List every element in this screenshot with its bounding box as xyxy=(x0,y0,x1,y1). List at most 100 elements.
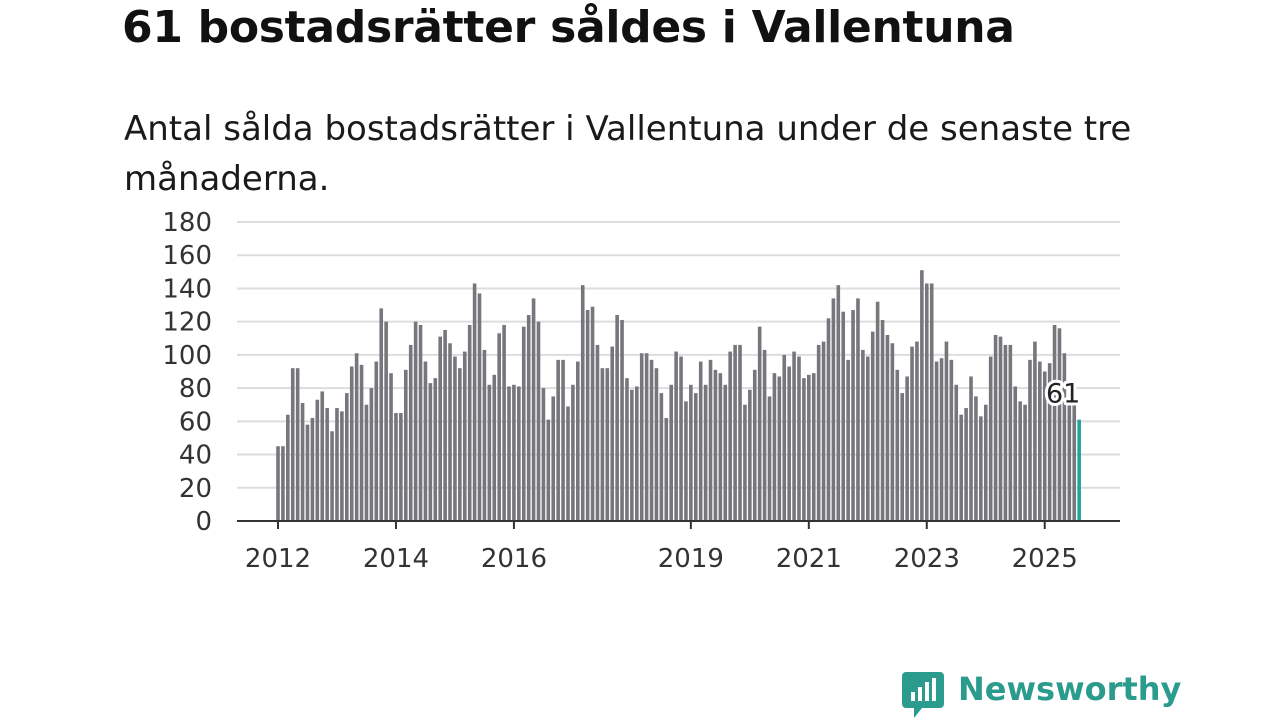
bar xyxy=(998,336,1003,521)
bar xyxy=(1067,404,1072,521)
bar xyxy=(295,368,300,521)
bar xyxy=(546,419,551,521)
bar xyxy=(615,315,619,521)
bar xyxy=(482,349,487,521)
bar xyxy=(743,404,747,521)
bar xyxy=(644,353,649,521)
bar xyxy=(443,329,447,521)
bar xyxy=(748,389,752,521)
bar xyxy=(487,384,492,521)
bar xyxy=(512,384,516,521)
bar xyxy=(792,351,796,521)
bar xyxy=(772,373,777,521)
bar xyxy=(654,368,659,521)
bar xyxy=(964,408,968,521)
bar xyxy=(915,341,919,521)
bar xyxy=(669,384,673,521)
bar xyxy=(782,354,787,521)
bar xyxy=(728,351,732,521)
bar xyxy=(1023,404,1027,521)
bar xyxy=(1033,341,1037,521)
bar xyxy=(359,364,364,521)
bar xyxy=(974,396,978,521)
bar xyxy=(521,326,526,521)
bar xyxy=(610,346,615,521)
bar xyxy=(433,378,438,521)
chart-subtitle: Antal sålda bostadsrätter i Vallentuna u… xyxy=(124,109,1132,199)
bar xyxy=(403,369,408,521)
bar xyxy=(1057,328,1062,521)
bar xyxy=(684,401,688,521)
bar xyxy=(300,403,305,521)
y-tick-label: 180 xyxy=(162,208,212,238)
bar xyxy=(949,359,954,521)
x-tick-label: 2021 xyxy=(776,544,842,574)
bar xyxy=(526,315,531,521)
bar xyxy=(507,386,511,521)
bar xyxy=(1047,363,1052,521)
x-tick-label: 2019 xyxy=(658,544,724,574)
bar xyxy=(674,351,678,521)
bar xyxy=(807,374,811,521)
bar xyxy=(787,366,791,521)
bar xyxy=(448,343,452,521)
bar xyxy=(870,331,875,521)
bar xyxy=(428,383,433,521)
bar xyxy=(895,369,900,521)
bar xyxy=(880,320,885,521)
bar xyxy=(762,349,767,521)
bar xyxy=(290,368,295,521)
bar xyxy=(566,406,570,521)
bar xyxy=(693,393,698,521)
bar xyxy=(659,393,664,521)
bar xyxy=(625,378,629,521)
bar xyxy=(580,285,585,521)
bar xyxy=(345,393,349,521)
bar xyxy=(969,376,973,521)
bar xyxy=(423,361,428,521)
bar xyxy=(605,368,610,521)
bar xyxy=(1052,324,1057,521)
bar xyxy=(438,336,442,521)
bar xyxy=(757,326,762,521)
y-tick-label: 140 xyxy=(162,274,212,304)
bar xyxy=(875,301,880,521)
bar xyxy=(885,334,890,521)
newsworthy-logo-icon xyxy=(902,672,944,718)
labels: 61 xyxy=(1043,376,1083,413)
bar xyxy=(910,346,914,521)
bar xyxy=(816,344,821,521)
bar xyxy=(374,361,379,521)
y-tick-label: 40 xyxy=(179,441,212,471)
bar xyxy=(281,446,285,521)
bar xyxy=(733,344,737,521)
bar xyxy=(399,413,403,521)
newsworthy-logo: Newsworthy xyxy=(902,670,1181,718)
bar xyxy=(1062,353,1067,521)
x-tick-label: 2025 xyxy=(1012,544,1078,574)
bar xyxy=(777,376,782,521)
bar xyxy=(531,298,536,521)
bar xyxy=(477,293,482,521)
bar xyxy=(851,310,855,521)
bar xyxy=(944,341,949,521)
bar xyxy=(595,344,600,521)
bars xyxy=(276,270,1081,521)
bar xyxy=(413,321,418,521)
bar xyxy=(408,344,413,521)
bar xyxy=(738,344,742,521)
bar xyxy=(369,388,374,521)
y-tick-label: 60 xyxy=(179,407,212,437)
bar xyxy=(920,270,924,521)
bar xyxy=(551,396,556,521)
bar xyxy=(821,341,826,521)
bar xyxy=(384,321,388,521)
bar xyxy=(905,376,909,521)
bar xyxy=(305,424,310,521)
bar xyxy=(502,324,506,521)
bar xyxy=(571,384,575,521)
bar xyxy=(517,386,521,521)
bar xyxy=(939,358,944,521)
bar xyxy=(325,408,329,521)
y-tick-label: 80 xyxy=(179,374,212,404)
